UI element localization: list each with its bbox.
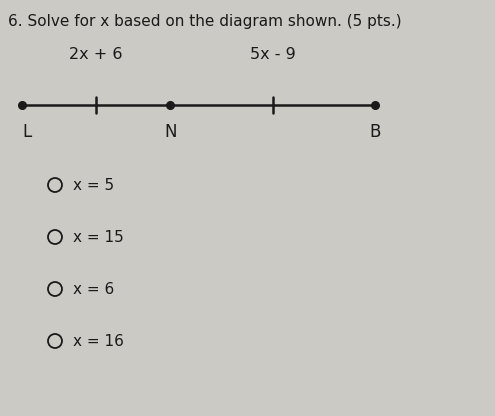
Text: N: N <box>164 123 177 141</box>
Text: x = 16: x = 16 <box>73 334 124 349</box>
Text: 2x + 6: 2x + 6 <box>69 47 123 62</box>
Text: x = 15: x = 15 <box>73 230 124 245</box>
Text: 6. Solve for x based on the diagram shown. (5 pts.): 6. Solve for x based on the diagram show… <box>8 14 401 29</box>
Text: x = 5: x = 5 <box>73 178 114 193</box>
Text: L: L <box>22 123 31 141</box>
Text: B: B <box>369 123 381 141</box>
Text: 5x - 9: 5x - 9 <box>250 47 296 62</box>
Text: x = 6: x = 6 <box>73 282 114 297</box>
